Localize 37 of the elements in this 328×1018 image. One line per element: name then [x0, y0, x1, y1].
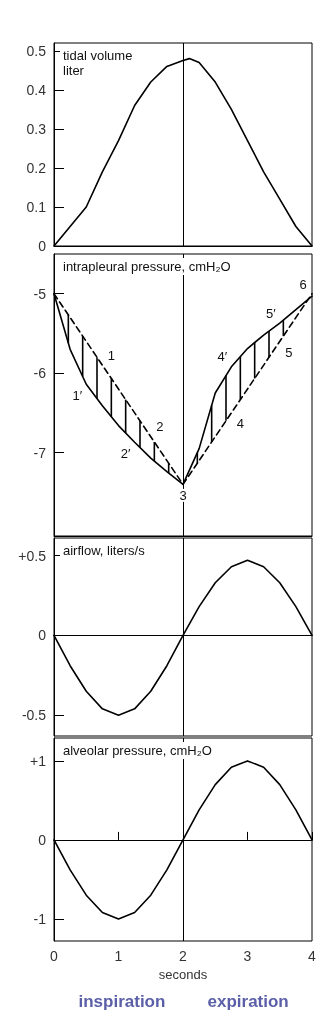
chart-title: alveolar pressure, cmH₂O: [63, 743, 212, 758]
y-tick-label: 0.1: [26, 198, 47, 215]
y-tick-label: +0.5: [18, 547, 47, 564]
annotation: 4′: [217, 349, 228, 365]
annotation: 3: [179, 487, 187, 503]
annotation: 2′: [120, 445, 132, 461]
y-tick-label: 0.2: [26, 159, 47, 176]
x-tick-label: 2: [179, 948, 188, 964]
y-tick-label: 0.5: [26, 42, 47, 59]
x-tick-label: 0: [50, 948, 59, 964]
chart-title: airflow, liters/s: [63, 543, 146, 558]
annotation: 2: [156, 419, 164, 435]
x-tick-label: 4: [308, 948, 317, 964]
y-tick-label: -1: [33, 910, 47, 927]
annotation: 5: [285, 344, 293, 360]
y-tick-label: 0.3: [26, 120, 47, 137]
y-tick-label: 0: [38, 831, 47, 848]
annotation: 1: [107, 347, 115, 363]
annotation: 1′: [72, 387, 83, 403]
text: expiration: [207, 992, 289, 1011]
chart-title: intrapleural pressure, cmH₂O: [63, 259, 231, 274]
y-tick-label: -7: [33, 444, 47, 461]
x-tick-label: 1: [114, 948, 123, 964]
text: inspiration: [78, 992, 166, 1011]
y-tick-label: -6: [33, 365, 47, 382]
annotation: 4: [236, 416, 244, 432]
y-tick-label: +1: [30, 752, 47, 769]
y-tick-label: 0: [38, 238, 47, 254]
annotation: 5′: [265, 305, 277, 321]
y-tick-label: -0.5: [21, 707, 47, 724]
annotation: 6: [299, 276, 307, 292]
y-tick-label: -5: [33, 285, 47, 302]
x-tick-label: 3: [243, 948, 252, 964]
y-tick-label: 0: [38, 627, 47, 644]
y-tick-label: 0.4: [26, 81, 47, 98]
text: tidal volume liter: [63, 48, 133, 78]
x-axis-title: seconds: [158, 966, 208, 982]
